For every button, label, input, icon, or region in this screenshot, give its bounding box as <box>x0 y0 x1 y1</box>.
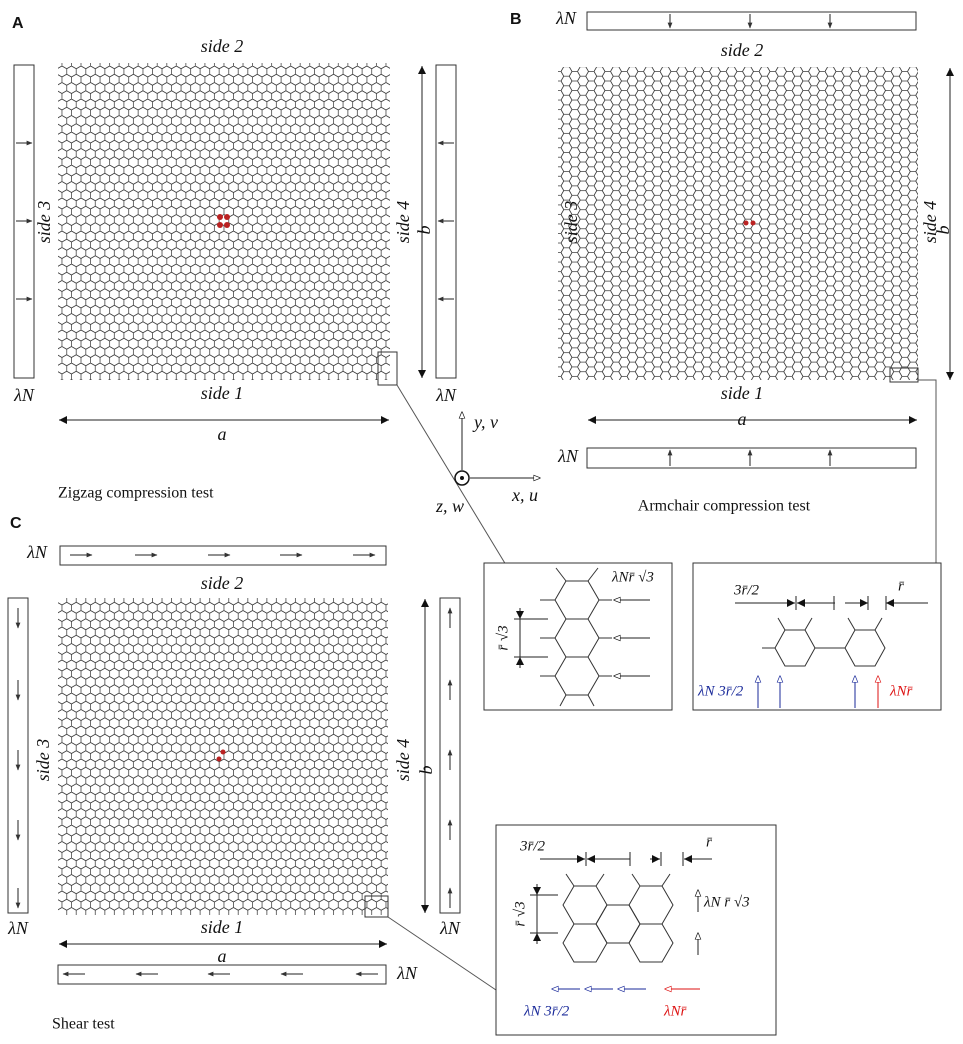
side-label: side 4 <box>920 201 940 244</box>
load-label: λN <box>13 385 35 405</box>
zoom-line <box>396 384 507 566</box>
dimension-label: b <box>414 226 434 235</box>
zoom-box <box>377 351 398 386</box>
inset-label: 3r̄/2 <box>519 838 546 854</box>
load-label: λN <box>396 963 418 983</box>
inset-label: λN 3r̄/2 <box>523 1003 570 1019</box>
dimension-label: b <box>933 226 953 235</box>
dimension-label: a <box>218 424 227 444</box>
side-label: side 3 <box>561 201 581 244</box>
atom <box>743 220 749 226</box>
inset-label: r̄ √3 <box>512 901 528 926</box>
load-label: λN <box>555 8 577 28</box>
load-bar <box>586 447 917 469</box>
atom <box>750 220 756 226</box>
side-label: side 2 <box>201 573 244 593</box>
zoom-box <box>889 367 919 383</box>
lattice <box>58 63 390 380</box>
inset-label: r̄ <box>898 578 904 594</box>
axis-label: x, u <box>511 485 538 505</box>
inset <box>483 562 673 711</box>
side-label: side 4 <box>393 201 413 244</box>
load-label: λN <box>435 385 457 405</box>
axes-symbol <box>454 412 540 486</box>
side-label: side 3 <box>34 201 54 244</box>
axis-label: z, w <box>435 496 464 516</box>
side-label: side 2 <box>721 40 764 60</box>
load-label: λN <box>7 918 29 938</box>
inset-label: λN r̄ √3 <box>703 894 750 910</box>
panel-letter: B <box>510 11 522 28</box>
side-label: side 2 <box>201 36 244 56</box>
panel-letter: C <box>10 515 22 532</box>
caption: Shear test <box>52 1016 115 1033</box>
inset-label: r̄ <box>706 834 712 850</box>
dimension-label: a <box>218 946 227 966</box>
inset-label: λN 3r̄/2 <box>697 683 744 699</box>
zoom-box <box>364 895 389 918</box>
load-arrows <box>437 140 454 302</box>
caption: Armchair compression test <box>638 498 811 515</box>
load-arrows <box>16 140 33 302</box>
dimension-label: a <box>738 409 747 429</box>
panel-letter: A <box>12 15 24 32</box>
zoom-line <box>387 916 497 991</box>
atom <box>224 214 230 220</box>
inset-label: 3r̄/2 <box>733 582 760 598</box>
atom <box>220 749 226 755</box>
load-label: λN <box>557 446 579 466</box>
load-bar <box>586 11 917 31</box>
inset-label: λNr̄ <box>663 1003 687 1019</box>
lattice <box>558 67 918 380</box>
atom <box>216 756 222 762</box>
inset-label: λNr̄ √3 <box>611 569 654 585</box>
side-label: side 1 <box>721 383 764 403</box>
load-arrows <box>667 449 833 466</box>
side-label: side 3 <box>33 739 53 782</box>
atom <box>217 222 223 228</box>
caption: Zigzag compression test <box>58 485 214 502</box>
atom <box>224 222 230 228</box>
side-label: side 4 <box>393 739 413 782</box>
dimension-label: b <box>416 766 436 775</box>
zoom-line <box>918 379 937 565</box>
inset <box>692 562 942 711</box>
atom <box>217 214 223 220</box>
lattice <box>58 598 388 915</box>
load-arrows <box>667 14 833 29</box>
inset-lattice <box>530 852 712 989</box>
side-label: side 1 <box>201 383 244 403</box>
load-label: λN <box>439 918 461 938</box>
inset-lattice <box>514 567 650 707</box>
inset-label: λNr̄ <box>889 683 913 699</box>
inset-label: r̄ √3 <box>495 625 511 650</box>
side-label: side 1 <box>201 917 244 937</box>
axis-label: y, v <box>472 412 498 432</box>
inset-lattice <box>735 596 928 708</box>
load-label: λN <box>26 542 48 562</box>
